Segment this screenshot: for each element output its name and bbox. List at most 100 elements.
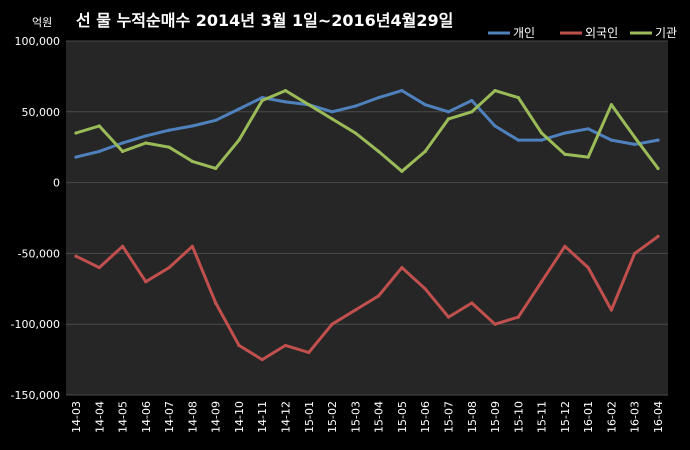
data-point <box>237 138 241 142</box>
data-point <box>353 308 357 312</box>
x-tick-label: 14-12 <box>280 401 293 433</box>
data-point <box>214 118 218 122</box>
data-point <box>609 308 614 312</box>
data-point <box>446 117 451 121</box>
data-point <box>283 100 288 104</box>
x-tick-label: 14-04 <box>93 401 106 433</box>
data-point <box>260 96 264 100</box>
x-tick-label: 15-03 <box>349 401 362 433</box>
x-tick-label: 14-11 <box>256 401 269 433</box>
data-point <box>516 138 520 142</box>
data-point <box>307 103 311 107</box>
y-tick-label: -50,000 <box>18 247 60 260</box>
data-point <box>237 107 241 111</box>
chart-title: 선 물 누적순매수 2014년 3월 1일~2016년4월29일 <box>76 11 453 30</box>
data-point <box>97 124 101 128</box>
data-point <box>377 294 381 298</box>
data-point <box>120 149 125 154</box>
data-point <box>656 234 660 239</box>
data-point <box>540 131 544 135</box>
data-point <box>540 280 544 284</box>
data-point <box>330 322 334 326</box>
x-tick-label: 16-04 <box>652 401 665 433</box>
data-point <box>609 138 614 142</box>
data-point <box>423 149 427 154</box>
data-point <box>633 135 637 139</box>
data-point <box>493 124 497 128</box>
data-point <box>470 110 474 114</box>
x-tick-label: 14-08 <box>186 401 199 433</box>
data-point <box>330 110 334 114</box>
x-tick-label: 14-05 <box>117 401 130 433</box>
data-point <box>190 244 194 248</box>
data-point <box>307 350 311 355</box>
data-point <box>563 244 567 248</box>
x-tick-label: 15-05 <box>396 401 409 433</box>
data-point <box>633 251 637 255</box>
data-point <box>167 128 171 132</box>
legend-label: 개인 <box>513 26 535 40</box>
legend-label: 기관 <box>655 26 677 40</box>
x-tick-label: 14-10 <box>233 401 246 433</box>
series-layer <box>74 88 660 362</box>
x-tick-label: 15-02 <box>326 401 339 433</box>
legend-label: 외국인 <box>585 26 618 40</box>
x-tick-label: 15-04 <box>373 401 386 433</box>
x-tick-label: 15-10 <box>512 401 525 433</box>
data-point <box>97 265 101 270</box>
x-tick-label: 15-01 <box>303 401 316 433</box>
data-point <box>470 98 474 103</box>
data-point <box>446 315 451 319</box>
x-tick-label: 16-01 <box>582 401 595 433</box>
data-point <box>377 149 381 154</box>
data-point <box>516 96 520 100</box>
data-point <box>120 141 125 145</box>
data-point <box>609 103 614 107</box>
data-point <box>516 315 520 319</box>
data-point <box>656 138 660 142</box>
data-point <box>423 287 427 291</box>
data-point <box>633 142 637 146</box>
data-point <box>353 131 357 135</box>
x-tick-label: 15-08 <box>466 401 479 433</box>
data-point <box>540 138 544 142</box>
data-point <box>74 254 78 258</box>
data-point <box>260 358 264 362</box>
data-point <box>144 280 148 284</box>
data-point <box>563 131 567 135</box>
x-tick-label: 14-07 <box>163 401 176 433</box>
data-point <box>586 127 590 131</box>
x-tick-label: 16-03 <box>629 401 642 433</box>
data-point <box>214 301 218 305</box>
data-point <box>74 131 78 135</box>
y-tick-label: 0 <box>53 177 60 190</box>
gridlines <box>66 40 668 396</box>
data-point <box>470 301 474 305</box>
data-point <box>400 169 404 173</box>
x-tick-label: 16-02 <box>605 401 618 433</box>
data-point <box>190 124 194 128</box>
data-point <box>493 322 497 326</box>
data-point <box>237 343 241 348</box>
data-point <box>446 110 451 114</box>
unit-label: 억원 <box>32 16 52 29</box>
data-point <box>586 265 590 270</box>
series-line-0 <box>74 89 660 159</box>
data-point <box>330 117 334 121</box>
data-point <box>283 88 288 93</box>
data-point <box>74 155 78 159</box>
x-tick-label: 15-11 <box>536 401 549 433</box>
x-tick-label: 14-06 <box>140 401 153 433</box>
data-point <box>167 145 171 149</box>
data-point <box>353 104 357 108</box>
data-point <box>563 152 567 156</box>
y-tick-label: -100,000 <box>11 318 60 331</box>
data-point <box>493 88 497 93</box>
x-tick-label: 15-07 <box>442 401 455 433</box>
data-point <box>260 98 264 103</box>
data-point <box>400 88 404 93</box>
data-point <box>167 265 171 270</box>
x-tick-label: 15-06 <box>419 401 432 433</box>
data-point <box>214 166 218 171</box>
